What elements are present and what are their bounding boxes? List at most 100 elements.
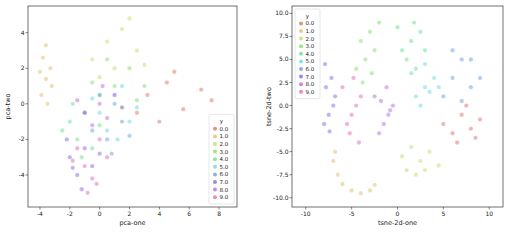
legend-title: y — [220, 118, 224, 125]
point — [349, 113, 353, 117]
page: -4-202468-4-2024pca-onepca-twoy0.01.02.0… — [0, 0, 512, 235]
point — [65, 137, 69, 141]
point — [127, 66, 131, 70]
point — [326, 113, 330, 117]
point — [418, 159, 422, 163]
point — [363, 57, 367, 61]
y-tick — [290, 128, 293, 129]
x-tick-label: 0 — [98, 210, 102, 217]
point — [105, 57, 109, 61]
point — [345, 122, 349, 126]
legend-marker — [213, 195, 217, 199]
point — [75, 98, 79, 102]
legend-marker — [299, 52, 303, 56]
legend-marker — [213, 142, 217, 146]
point — [400, 48, 404, 52]
y-tick — [290, 151, 293, 152]
legend-marker — [299, 90, 303, 94]
point — [97, 93, 101, 97]
point — [109, 151, 113, 155]
point — [333, 149, 337, 153]
point — [142, 62, 146, 66]
point — [340, 182, 344, 186]
point — [455, 140, 459, 144]
point — [372, 48, 376, 52]
point — [135, 105, 139, 109]
y-tick-label: -2 — [19, 135, 25, 142]
legend-box — [209, 114, 234, 204]
legend-label: 2.0 — [306, 36, 315, 42]
legend-marker — [299, 75, 303, 79]
point — [414, 66, 418, 70]
point — [145, 93, 149, 97]
point — [90, 176, 94, 180]
point — [368, 30, 372, 34]
point — [105, 155, 109, 159]
point — [333, 94, 337, 98]
y-axis-label: pca-two — [4, 94, 12, 120]
legend-marker — [299, 37, 303, 41]
point — [372, 94, 376, 98]
y-tick-label: -10.0 — [273, 194, 289, 201]
y-axis-label: tsne-2d-two — [265, 87, 273, 126]
y-tick-label: 4 — [21, 29, 25, 36]
y-tick-label: 10.0 — [275, 9, 289, 16]
point — [354, 66, 358, 70]
points — [322, 20, 482, 195]
point — [379, 99, 383, 103]
point — [469, 85, 473, 89]
point — [324, 85, 328, 89]
point — [71, 166, 75, 170]
point — [423, 85, 427, 89]
point — [97, 93, 101, 97]
point — [382, 122, 386, 126]
legend-label: 5.0 — [306, 58, 315, 64]
point — [469, 57, 473, 61]
legend: y0.01.02.03.04.05.06.07.08.09.0 — [295, 9, 320, 99]
point — [388, 108, 392, 112]
plot-area — [292, 6, 503, 207]
legend-marker — [213, 188, 217, 192]
point — [460, 99, 464, 103]
legend-label: 0.0 — [306, 20, 315, 26]
point — [120, 84, 124, 88]
point — [348, 131, 352, 135]
legend-marker — [299, 44, 303, 48]
x-tick-label: -2 — [67, 210, 73, 217]
x-axis-label: tsne-2d-one — [378, 219, 417, 227]
point — [127, 16, 131, 20]
point — [112, 66, 116, 70]
plot-frame — [28, 6, 237, 207]
point — [327, 129, 331, 133]
legend-box — [295, 9, 320, 99]
y-tick — [290, 174, 293, 175]
y-tick — [290, 13, 293, 14]
point — [135, 98, 139, 102]
point — [336, 173, 340, 177]
x-axis-label: pca-one — [119, 219, 145, 227]
point — [414, 94, 418, 98]
legend-marker — [213, 150, 217, 154]
point — [441, 122, 445, 126]
point — [135, 111, 139, 115]
point — [97, 102, 101, 106]
x-tick-label: -4 — [37, 210, 43, 217]
point — [404, 168, 408, 172]
point — [450, 48, 454, 52]
y-tick-label: 5.0 — [279, 55, 289, 62]
point — [209, 98, 213, 102]
y-tick-label: 7.5 — [279, 32, 289, 39]
legend-label: 6.0 — [220, 171, 229, 177]
point — [400, 154, 404, 158]
x-tick-label: 4 — [157, 210, 161, 217]
point — [105, 39, 109, 43]
point — [360, 80, 364, 84]
point — [86, 191, 90, 195]
point — [391, 103, 395, 107]
point — [354, 103, 358, 107]
point — [157, 119, 161, 123]
legend-label: 9.0 — [220, 194, 229, 200]
point — [473, 136, 477, 140]
point — [90, 146, 94, 150]
point — [323, 62, 327, 66]
